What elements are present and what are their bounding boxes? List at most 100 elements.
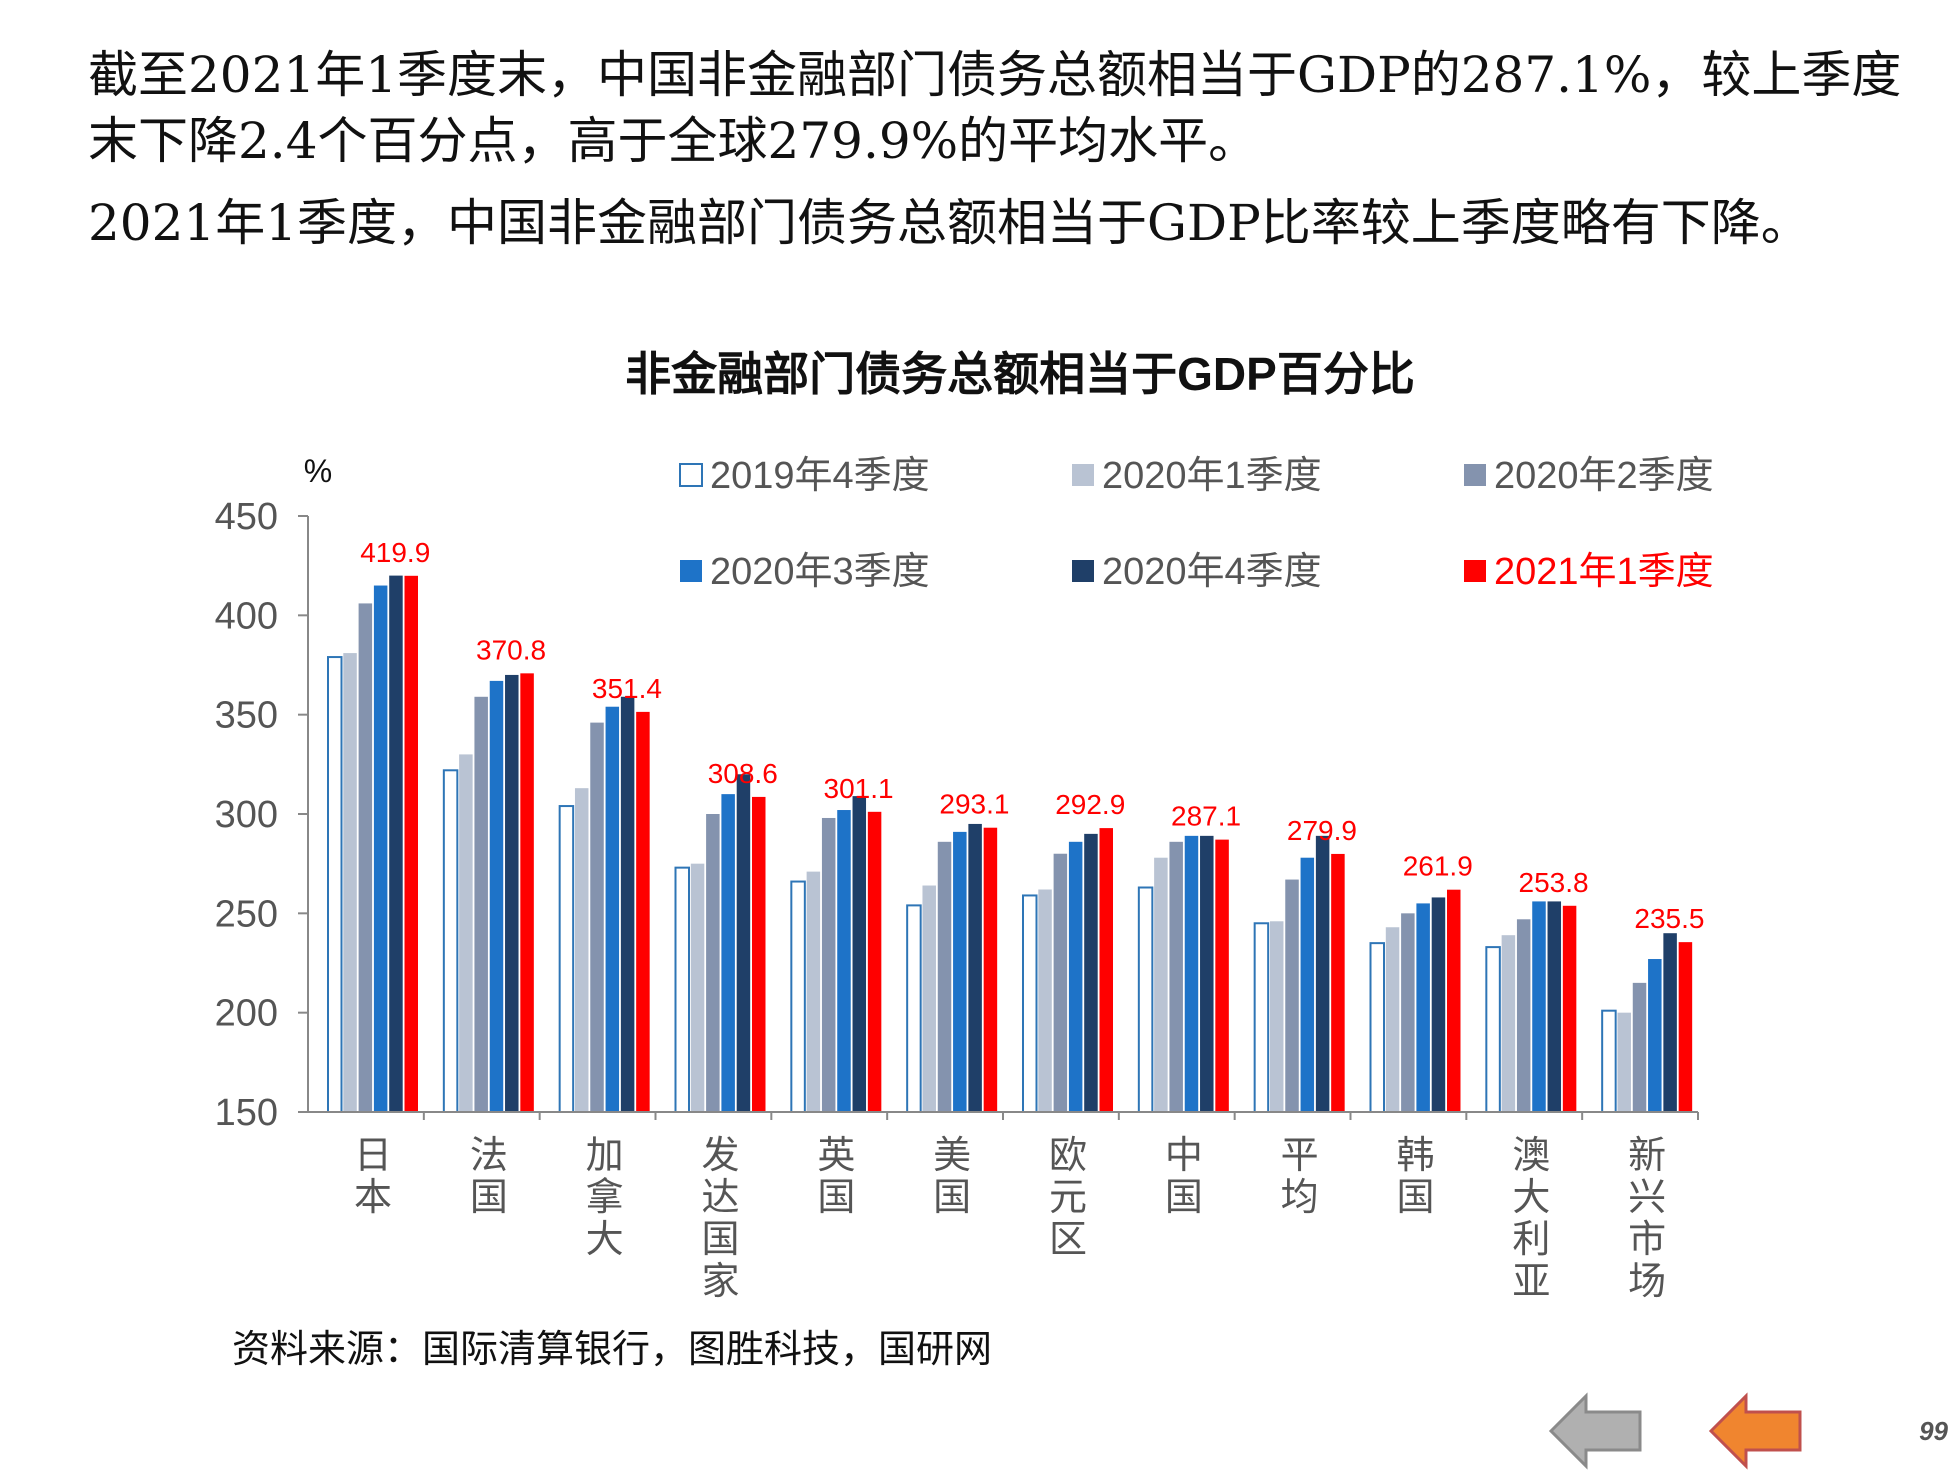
bar-2-3 [474, 696, 488, 1112]
bar-9-1 [1253, 922, 1270, 1113]
x-category-label-2-1: 法 [470, 1133, 508, 1177]
bar-1-5 [389, 575, 403, 1112]
x-category-label-3-1: 加 [586, 1133, 624, 1177]
chart-title: 非金融部门债务总额相当于GDP百分比 [625, 348, 1415, 400]
bar-7-4 [1068, 841, 1083, 1112]
bar-4-5 [736, 774, 751, 1112]
bar-8-4 [1184, 835, 1199, 1112]
bar-4-2 [690, 863, 705, 1112]
back-button[interactable] [1548, 1392, 1648, 1470]
data-label-2: 370.8 [476, 634, 546, 665]
intro-text: 截至2021年1季度末，中国非金融部门债务总额相当于GDP的287.1%，较上季… [88, 42, 1948, 256]
forward-button[interactable] [1708, 1392, 1808, 1470]
bar-4-6 [752, 796, 766, 1112]
bar-10-1 [1369, 942, 1385, 1114]
bar-9-5 [1315, 835, 1330, 1112]
bar-1-1 [327, 656, 343, 1113]
x-category-label-5-2: 国 [817, 1175, 855, 1219]
bar-6-1 [906, 904, 922, 1113]
bar-9-3 [1285, 879, 1299, 1112]
bar-1-6 [404, 575, 418, 1112]
x-category-label-2-2: 国 [470, 1175, 508, 1219]
legend-swatch-6 [1464, 560, 1486, 582]
x-category-label-4-3: 国 [701, 1217, 739, 1261]
bar-10-6 [1447, 889, 1461, 1112]
data-label-group: 419.9 370.8 351.4 308.6 301.1 293.1 292.9 287.1… [360, 537, 1704, 934]
x-category-label-9-2: 均 [1281, 1175, 1319, 1219]
x-category-label-4-2: 达 [701, 1175, 739, 1219]
data-label-12: 235.5 [1634, 903, 1704, 934]
legend-label-4: 2020年3季度 [710, 551, 930, 593]
legend-label-6: 2021年1季度 [1494, 551, 1714, 593]
x-category-label-11-2: 大 [1512, 1175, 1550, 1219]
x-category-label-8-2: 国 [1165, 1175, 1203, 1219]
bar-1-4 [373, 585, 388, 1112]
chart-legend: 2019年4季度 2020年1季度 2020年2季度 2020年3季度 2020年4季度… [679, 455, 1714, 593]
bar-2-5 [505, 674, 519, 1112]
x-category-label-4-1: 发 [701, 1133, 739, 1177]
x-category-label-3-3: 大 [586, 1217, 624, 1261]
y-tick-label-4: 300 [215, 794, 278, 836]
bar-2-1 [442, 769, 459, 1113]
data-label-8: 287.1 [1171, 801, 1241, 832]
bar-9-2 [1269, 921, 1284, 1112]
bar-12-3 [1632, 982, 1647, 1112]
x-category-label-7-3: 区 [1049, 1217, 1087, 1261]
bar-9-4 [1300, 857, 1315, 1112]
bar-6-4 [953, 831, 967, 1112]
bar-3-2 [574, 788, 589, 1112]
bar-5-1 [790, 880, 806, 1114]
data-label-6: 293.1 [939, 789, 1009, 820]
legend-swatch-4 [680, 560, 702, 582]
left-arrow-icon [1548, 1392, 1642, 1470]
bar-11-3 [1516, 919, 1531, 1112]
bar-6-5 [968, 823, 982, 1112]
legend-swatch-5 [1072, 560, 1094, 582]
bar-11-6 [1562, 905, 1577, 1112]
bar-3-1 [558, 805, 575, 1113]
bar-5-5 [852, 796, 867, 1112]
bar-8-5 [1200, 835, 1214, 1112]
bar-12-1 [1601, 1009, 1617, 1113]
x-category-label-8-1: 中 [1165, 1133, 1203, 1177]
left-arrow-icon [1708, 1392, 1802, 1470]
y-tick-labels: 150 200 250 300 350 400 450 [215, 496, 278, 1134]
x-category-label-12-1: 新 [1628, 1133, 1666, 1177]
page-number: 99 [1919, 1416, 1948, 1446]
source-note: 资料来源：国际清算银行，图胜科技，国研网 [232, 1327, 993, 1371]
data-label-9: 279.9 [1287, 815, 1357, 846]
bar-5-2 [806, 871, 821, 1112]
chart-axes [298, 515, 1699, 1120]
bar-10-3 [1401, 913, 1415, 1112]
x-category-label-11-4: 亚 [1512, 1259, 1550, 1303]
x-category-label-10-1: 韩 [1396, 1133, 1434, 1177]
bar-4-1 [674, 866, 690, 1114]
bar-6-3 [937, 841, 952, 1112]
x-category-label-4-4: 家 [701, 1259, 739, 1303]
bar-6-2 [922, 885, 936, 1112]
bar-5-3 [821, 817, 836, 1112]
bar-12-4 [1648, 959, 1662, 1112]
legend-swatch-3 [1464, 464, 1486, 486]
debt-to-gdp-chart: 非金融部门债务总额相当于GDP百分比 % 2019年4季度 2020年1季度 202… [215, 348, 1714, 1303]
y-axis-unit-label: % [304, 453, 332, 489]
bar-group [327, 575, 1693, 1114]
bar-10-5 [1431, 897, 1446, 1112]
x-category-label-7-2: 元 [1049, 1175, 1087, 1219]
bar-10-2 [1385, 927, 1400, 1112]
bar-3-4 [605, 706, 620, 1112]
bar-10-4 [1416, 903, 1430, 1112]
bar-12-6 [1678, 942, 1693, 1112]
x-category-label-10-2: 国 [1396, 1175, 1434, 1219]
bar-2-2 [459, 754, 473, 1112]
bar-4-4 [721, 794, 735, 1112]
bar-11-2 [1501, 935, 1516, 1112]
bar-3-5 [620, 696, 635, 1112]
legend-swatch-2 [1072, 464, 1094, 486]
bar-12-5 [1663, 933, 1677, 1112]
x-category-label-9-1: 平 [1281, 1133, 1319, 1177]
data-label-7: 292.9 [1055, 789, 1125, 820]
bar-3-3 [590, 722, 604, 1112]
x-category-label-7-1: 欧 [1049, 1133, 1087, 1177]
bar-7-1 [1022, 894, 1038, 1113]
